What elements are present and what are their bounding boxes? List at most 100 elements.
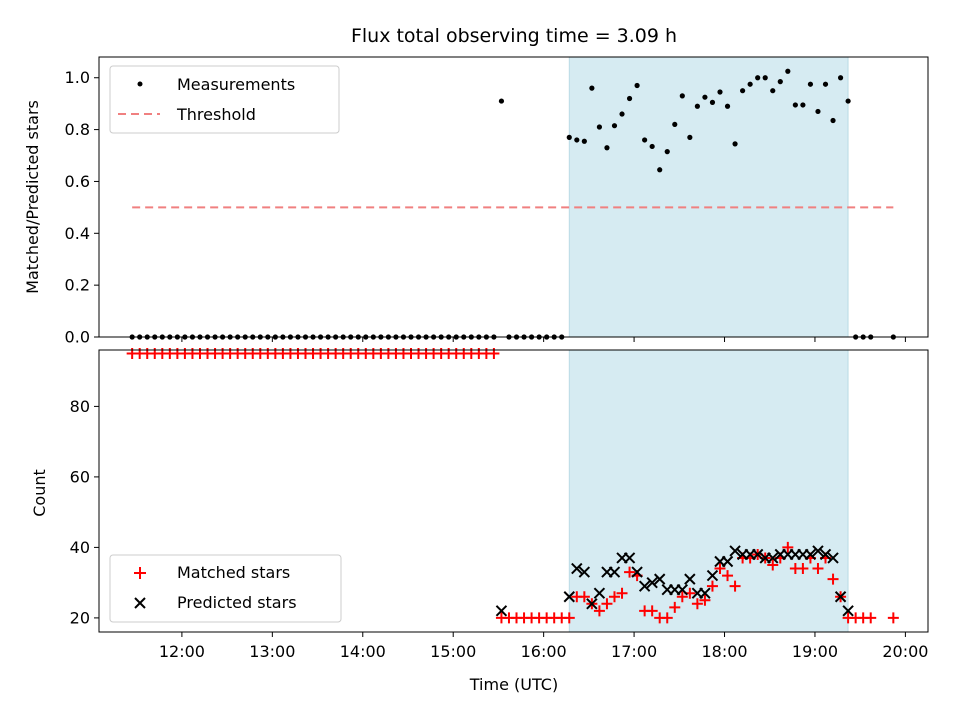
measurement-point (604, 145, 610, 151)
predicted-star-point (646, 576, 658, 589)
predicted-star-point (804, 548, 817, 561)
measurement-point (679, 93, 685, 99)
measurement-point (589, 85, 595, 91)
predicted-star-point (676, 583, 689, 596)
matched-star-point (578, 591, 590, 603)
legend-matched-marker (134, 567, 146, 579)
top-panel-ticks: 0.0 0.2 0.4 0.6 0.8 1.0 (65, 68, 906, 347)
xtick-label: 17:00 (611, 642, 657, 661)
measurement-point (566, 134, 572, 140)
top-ytick-label: 0.4 (65, 224, 90, 243)
xtick-label: 12:00 (159, 642, 205, 661)
chart-title: Flux total observing time = 3.09 h (351, 25, 677, 47)
bottom-panel: 20 40 60 80 12:00 13:00 14:00 15:00 16:00 17:00 18… (30, 348, 929, 694)
xtick-label: 16:00 (521, 642, 567, 661)
matched-star-point (608, 591, 620, 603)
bottom-legend: Matched stars Predicted stars (109, 554, 342, 623)
xtick-label: 14:00 (340, 642, 386, 661)
xtick-label: 18:00 (701, 642, 747, 661)
measurement-point (657, 167, 663, 173)
xtick-label: 13:00 (249, 642, 295, 661)
measurement-point (724, 103, 731, 109)
legend-predicted-label: Predicted stars (177, 593, 297, 612)
bottom-ytick-label: 20 (70, 608, 90, 627)
matched-star-point (797, 563, 809, 575)
matched-star-point (601, 598, 613, 610)
matched-star-point (593, 605, 605, 617)
matched-star-point (887, 612, 899, 624)
bottom-ytick-label: 60 (70, 467, 90, 486)
xtick-label: 19:00 (792, 642, 838, 661)
predicted-star-point (812, 545, 824, 557)
matched-star-point (782, 541, 794, 553)
measurement-point (664, 149, 670, 155)
matched-star-point (624, 566, 636, 578)
legend-predicted-marker (134, 597, 146, 609)
predicted-star-point (586, 598, 598, 610)
top-legend: Measurements Threshold (109, 65, 340, 134)
matched-star-point (714, 563, 726, 575)
bottom-legend-box (109, 554, 342, 623)
predicted-star-point (563, 591, 575, 603)
legend-matched-label: Matched stars (177, 563, 290, 582)
legend-threshold-label: Threshold (176, 105, 256, 124)
measurement-point (611, 123, 618, 129)
measurement-point (498, 98, 505, 104)
predicted-star-point (751, 548, 764, 561)
measurement-point (762, 75, 768, 81)
x-axis-label: Time (UTC) (469, 675, 558, 694)
measurement-point (837, 75, 844, 81)
bottom-ytick-label: 40 (70, 538, 90, 557)
predicted-star-point (767, 552, 779, 564)
matched-star-point (676, 591, 688, 603)
measurement-point (574, 137, 580, 143)
predicted-star-point (571, 562, 583, 575)
predicted-star-point (593, 587, 606, 599)
predicted-star-point (721, 555, 734, 568)
xtick-label: 20:00 (882, 642, 928, 661)
matched-star-point (699, 594, 711, 606)
measurement-point (800, 102, 806, 108)
measurement-point (581, 138, 587, 144)
predicted-star-point (684, 573, 696, 585)
predicted-star-point (834, 591, 847, 603)
matched-star-point (827, 573, 839, 585)
legend-measurements-label: Measurements (177, 75, 295, 94)
matched-star-point (865, 612, 877, 624)
predicted-star-point (699, 587, 711, 599)
top-legend-box (109, 65, 340, 134)
predicted-star-point (631, 566, 643, 578)
top-panel-series (129, 68, 896, 340)
bottom-panel-ticks: 20 40 60 80 12:00 13:00 14:00 15:00 16:00 17:00 18… (70, 397, 929, 661)
matched-star-point (729, 580, 741, 592)
matched-star-point (669, 601, 681, 613)
top-y-axis-label: Matched/Predicted stars (23, 100, 42, 294)
top-ytick-label: 0.0 (65, 328, 90, 347)
measurement-point (845, 98, 851, 104)
top-ytick-label: 0.8 (65, 120, 90, 139)
matched-star-point (706, 580, 718, 592)
measurement-point (747, 81, 753, 87)
measurement-point (649, 143, 655, 150)
bottom-panel-shading (568, 349, 849, 633)
matched-star-point (661, 612, 673, 624)
top-ytick-label: 0.6 (65, 172, 90, 191)
measurement-point (740, 88, 746, 94)
measurement-point (815, 108, 821, 115)
predicted-star-point (729, 545, 741, 557)
measurement-point (807, 81, 814, 87)
measurement-point (596, 124, 603, 130)
predicted-star-point (706, 569, 719, 582)
measurement-point (626, 95, 633, 102)
legend-measurements-marker (137, 81, 143, 87)
measurement-point (755, 75, 761, 81)
predicted-star-point (819, 548, 832, 561)
measurement-point (777, 79, 783, 85)
matched-star-point (767, 559, 779, 571)
matched-star-point (616, 587, 628, 599)
predicted-star-point (638, 580, 651, 592)
predicted-star-point (495, 605, 508, 617)
predicted-star-point (608, 566, 621, 578)
measurement-point (672, 121, 678, 128)
